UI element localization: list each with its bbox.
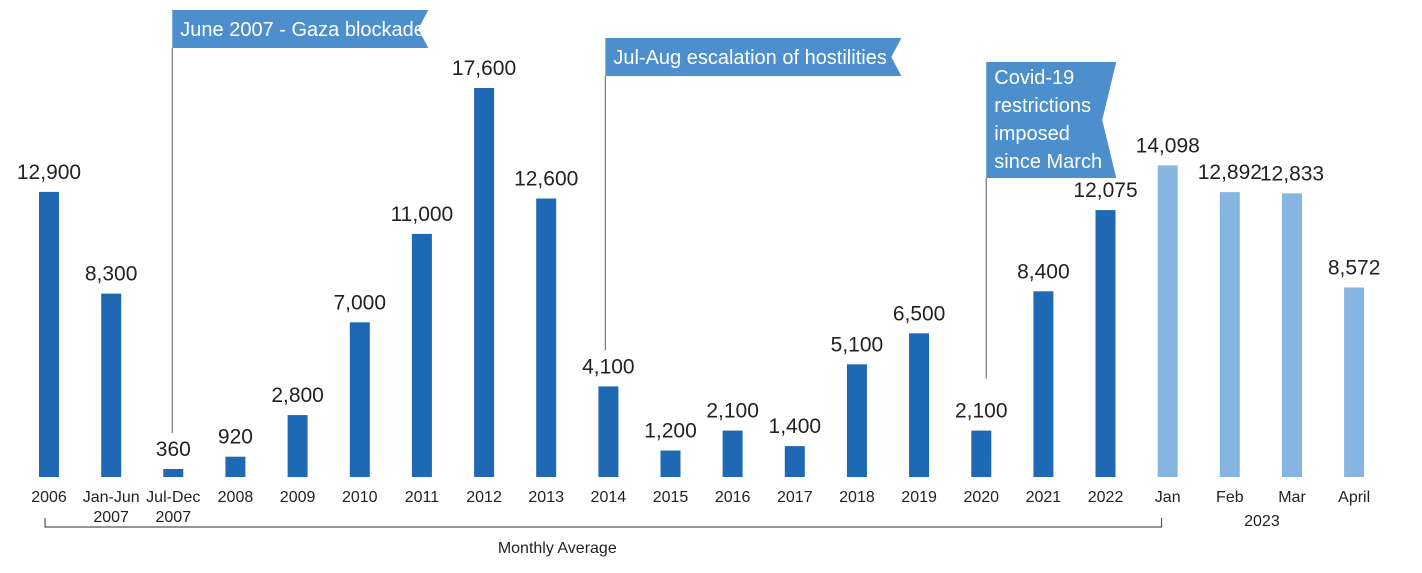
data-label: 1,200 bbox=[644, 420, 697, 443]
bar-3 bbox=[225, 456, 246, 477]
bar-8 bbox=[536, 198, 557, 477]
annotation-box-0 bbox=[172, 10, 429, 48]
tick-label: 2007 bbox=[93, 509, 129, 526]
data-label: 920 bbox=[218, 426, 253, 449]
data-label: 12,900 bbox=[17, 161, 81, 184]
tick-label: 2019 bbox=[901, 489, 937, 506]
annotation-box-2 bbox=[986, 62, 1117, 178]
bar-21 bbox=[1344, 287, 1365, 477]
bar-5 bbox=[349, 322, 370, 477]
data-label: 2,100 bbox=[955, 400, 1008, 423]
tick-label: 2021 bbox=[1026, 489, 1062, 506]
group-label-2023: 2023 bbox=[1244, 513, 1280, 530]
data-label: 12,075 bbox=[1073, 179, 1137, 202]
bar-20 bbox=[1282, 193, 1302, 477]
data-label: 5,100 bbox=[831, 333, 884, 356]
tick-label: 2008 bbox=[218, 489, 254, 506]
tick-label: Mar bbox=[1278, 489, 1306, 506]
tick-label: 2018 bbox=[839, 489, 875, 506]
data-label: 12,600 bbox=[514, 168, 578, 191]
data-label: 2,100 bbox=[706, 400, 759, 423]
bar-9 bbox=[598, 386, 619, 477]
tick-label: 2012 bbox=[466, 489, 502, 506]
annotation-text: June 2007 - Gaza blockade bbox=[180, 19, 425, 41]
tick-label: 2009 bbox=[280, 489, 316, 506]
annotation-text: imposed bbox=[994, 123, 1070, 145]
bar-13 bbox=[846, 364, 867, 477]
annotation-text: restrictions bbox=[994, 95, 1091, 117]
annotation-box-1 bbox=[605, 38, 902, 76]
annotation-text: Covid-19 bbox=[994, 67, 1074, 89]
data-label: 7,000 bbox=[333, 291, 386, 314]
data-label: 4,100 bbox=[582, 355, 635, 378]
bar-17 bbox=[1095, 210, 1116, 477]
data-label: 8,300 bbox=[85, 263, 138, 286]
bar-16 bbox=[1033, 291, 1054, 477]
bar-0 bbox=[39, 191, 59, 477]
bar-2 bbox=[163, 469, 184, 477]
tick-label: 2015 bbox=[653, 489, 689, 506]
tick-label: 2017 bbox=[777, 489, 813, 506]
data-label: 8,400 bbox=[1017, 260, 1070, 283]
tick-label: Jan-Jun bbox=[83, 489, 140, 506]
tick-label: 2010 bbox=[342, 489, 378, 506]
tick-label: 2007 bbox=[156, 509, 192, 526]
annotation-text: since March bbox=[994, 151, 1102, 173]
data-label: 14,098 bbox=[1136, 134, 1200, 157]
tick-label: 2011 bbox=[405, 489, 440, 506]
data-label: 11,000 bbox=[391, 203, 454, 226]
bar-15 bbox=[971, 430, 992, 477]
tick-label: Jan bbox=[1155, 489, 1181, 506]
bar-18 bbox=[1157, 165, 1178, 477]
bar-7 bbox=[474, 88, 495, 477]
data-label: 360 bbox=[156, 438, 191, 461]
data-label: 2,800 bbox=[271, 384, 324, 407]
bar-11 bbox=[722, 430, 743, 477]
tick-label: Jul-Dec bbox=[146, 489, 200, 506]
tick-label: 2013 bbox=[528, 489, 564, 506]
bar-12 bbox=[784, 446, 805, 477]
tick-label: 2016 bbox=[715, 489, 751, 506]
tick-label: April bbox=[1338, 489, 1370, 506]
tick-label: 2006 bbox=[31, 489, 67, 506]
data-label: 1,400 bbox=[769, 415, 822, 438]
tick-label: 2014 bbox=[591, 489, 627, 506]
data-label: 12,892 bbox=[1198, 161, 1262, 184]
bar-10 bbox=[660, 450, 681, 477]
data-label: 12,833 bbox=[1260, 162, 1324, 185]
monthly-average-bracket bbox=[44, 518, 1163, 528]
bar-19 bbox=[1219, 192, 1240, 477]
tick-label: 2022 bbox=[1088, 489, 1124, 506]
bar-6 bbox=[411, 233, 432, 477]
bar-14 bbox=[909, 333, 930, 477]
tick-label: 2020 bbox=[963, 489, 999, 506]
tick-label: Feb bbox=[1216, 489, 1244, 506]
data-label: 17,600 bbox=[452, 57, 516, 80]
data-label: 8,572 bbox=[1328, 257, 1381, 280]
data-label: 6,500 bbox=[893, 302, 946, 325]
annotation-text: Jul-Aug escalation of hostilities bbox=[613, 47, 886, 69]
group-label-monthly-average: Monthly Average bbox=[498, 540, 617, 557]
bar-1 bbox=[101, 293, 122, 477]
bar-4 bbox=[287, 415, 308, 477]
